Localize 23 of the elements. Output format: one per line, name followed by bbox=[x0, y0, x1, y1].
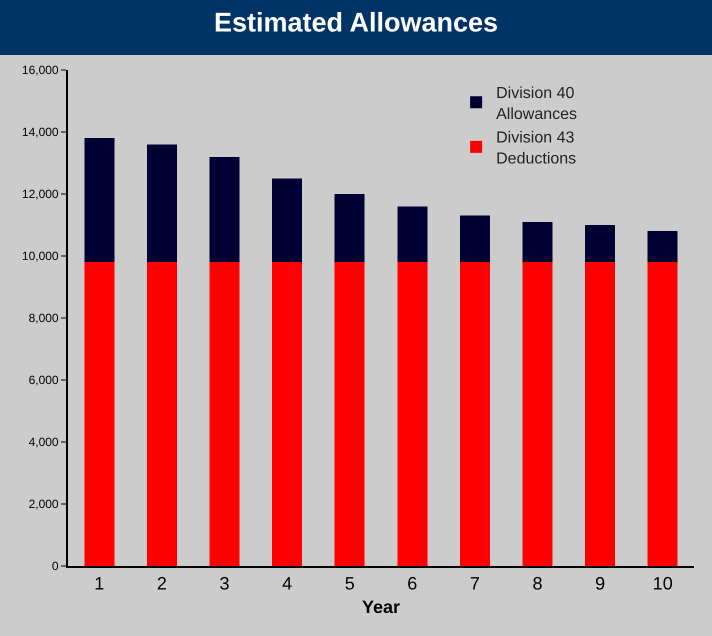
y-tick-label: 16,000 bbox=[22, 63, 59, 78]
y-tick-label: 2,000 bbox=[28, 497, 59, 512]
x-tick-label: 4 bbox=[282, 574, 292, 594]
y-tick-label: 0 bbox=[52, 559, 59, 574]
x-tick-label: 8 bbox=[532, 574, 543, 594]
legend-label: Division 40 Allowances bbox=[496, 85, 578, 123]
y-tick-label: 6,000 bbox=[28, 373, 59, 388]
x-tick-label: 9 bbox=[595, 574, 606, 594]
x-tick-label: 3 bbox=[219, 574, 230, 594]
x-tick-label: 5 bbox=[344, 574, 355, 594]
y-tick-label: 8,000 bbox=[28, 311, 59, 326]
x-tick-label: 2 bbox=[156, 574, 167, 594]
x-tick-label: 10 bbox=[652, 574, 673, 594]
y-tick-label: 10,000 bbox=[22, 249, 59, 264]
chart-title: Estimated Allowances bbox=[214, 8, 498, 38]
x-tick-label: 1 bbox=[94, 574, 104, 594]
legend-label: Division 43 Deductions bbox=[496, 130, 576, 168]
x-tick-label: 7 bbox=[470, 574, 480, 594]
y-tick-label: 12,000 bbox=[22, 187, 59, 202]
y-tick-label: 4,000 bbox=[28, 435, 59, 450]
x-tick-label: 6 bbox=[407, 574, 418, 594]
x-axis-title: Year bbox=[362, 597, 400, 618]
y-tick-label: 14,000 bbox=[22, 125, 59, 140]
